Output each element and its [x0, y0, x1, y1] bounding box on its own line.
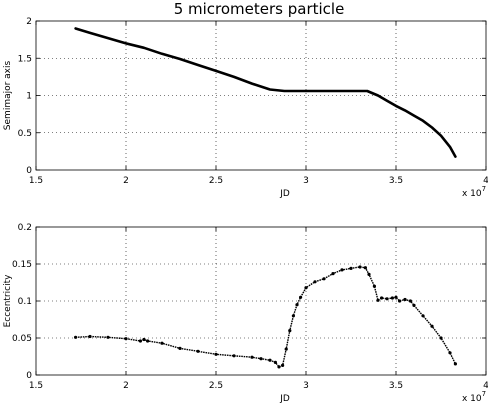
data-point: [250, 355, 254, 359]
data-point: [74, 335, 78, 339]
x-tick-label: 1.5: [29, 381, 43, 391]
data-point: [380, 296, 384, 300]
data-point: [299, 295, 303, 299]
x-tick-label: 3.5: [389, 381, 403, 391]
x-multiplier-base: x 10: [462, 394, 482, 404]
data-point: [124, 337, 128, 341]
data-point: [367, 272, 371, 276]
data-point: [273, 360, 277, 364]
x-multiplier-exponent: 7: [482, 185, 486, 193]
data-point: [313, 280, 317, 284]
data-point: [288, 329, 292, 333]
data-point: [88, 334, 92, 339]
data-point: [340, 268, 344, 272]
axes-frame: [35, 20, 487, 171]
data-point: [372, 284, 376, 288]
x-tick-label: 1.5: [29, 176, 43, 186]
y-axis-label: Semimajor axis: [3, 60, 13, 130]
data-point: [106, 335, 110, 339]
data-point: [146, 339, 150, 343]
data-point: [349, 266, 353, 270]
y-tick-label: 0.2: [18, 223, 32, 233]
y-tick-label: 0.5: [18, 129, 32, 139]
x-tick-label: 3: [303, 381, 309, 391]
y-tick-label: 0.15: [12, 260, 32, 270]
data-point: [277, 365, 281, 369]
x-multiplier-exponent: 7: [482, 390, 486, 398]
data-point: [363, 266, 367, 270]
x-multiplier-base: x 10: [462, 189, 482, 199]
data-point: [439, 336, 443, 340]
axes-frame: [35, 226, 487, 376]
y-axis-label: Eccentricity: [3, 274, 13, 328]
data-point: [358, 265, 362, 269]
x-tick-label: 2.5: [209, 381, 223, 391]
data-point: [394, 295, 398, 299]
x-tick-label: 3.5: [389, 176, 403, 186]
y-tick-label: 2: [26, 17, 32, 27]
x-tick-label: 4: [483, 381, 488, 391]
data-point: [390, 296, 394, 300]
chart-title: 5 micrometers particle: [174, 0, 345, 18]
data-point: [232, 354, 236, 358]
data-point: [403, 297, 407, 302]
axes-top: 1.5 2 2.5 3 3.5 4 0 0.5 1 1.5 2 JD Semimajor axis x 1…: [3, 17, 488, 199]
x-tick-label: 2: [123, 381, 129, 391]
data-point: [178, 346, 182, 350]
data-point: [268, 358, 272, 362]
data-point: [138, 339, 142, 343]
data-point: [322, 277, 326, 281]
data-point: [142, 337, 146, 342]
x-tick-label: 2: [123, 176, 129, 186]
y-tick-label: 0: [26, 166, 32, 176]
data-point: [160, 341, 164, 345]
data-point: [412, 303, 416, 307]
series-line: [74, 27, 457, 158]
x-multiplier: x 107: [462, 390, 486, 404]
data-point: [453, 362, 457, 366]
data-point: [385, 297, 389, 301]
data-point: [259, 357, 263, 361]
data-point: [448, 351, 452, 355]
data-point: [398, 299, 402, 303]
data-point: [331, 272, 335, 276]
data-point: [376, 298, 380, 302]
data-point: [196, 349, 200, 353]
x-tick-label: 4: [483, 176, 488, 186]
data-point: [291, 314, 295, 318]
data-point: [295, 303, 299, 307]
data-point: [430, 324, 434, 328]
axes-bottom: 1.5 2 2.5 3 3.5 4 0 0.05 0.1 0.15 0.2 JD Eccentricit…: [3, 223, 488, 404]
data-point: [408, 299, 412, 303]
y-tick-label: 1.5: [18, 54, 32, 64]
data-point: [304, 286, 308, 290]
data-point: [281, 363, 285, 367]
x-axis-label: JD: [279, 189, 290, 199]
data-point: [284, 347, 288, 351]
data-point: [421, 314, 425, 318]
y-tick-label: 0: [26, 371, 32, 381]
y-tick-label: 0.05: [12, 334, 32, 344]
x-multiplier: x 107: [462, 185, 486, 199]
data-point: [214, 352, 218, 356]
y-tick-label: 1: [26, 92, 32, 102]
y-tick-label: 0.1: [18, 297, 32, 307]
x-tick-label: 3: [303, 176, 309, 186]
x-tick-label: 2.5: [209, 176, 223, 186]
x-axis-label: JD: [279, 394, 290, 404]
